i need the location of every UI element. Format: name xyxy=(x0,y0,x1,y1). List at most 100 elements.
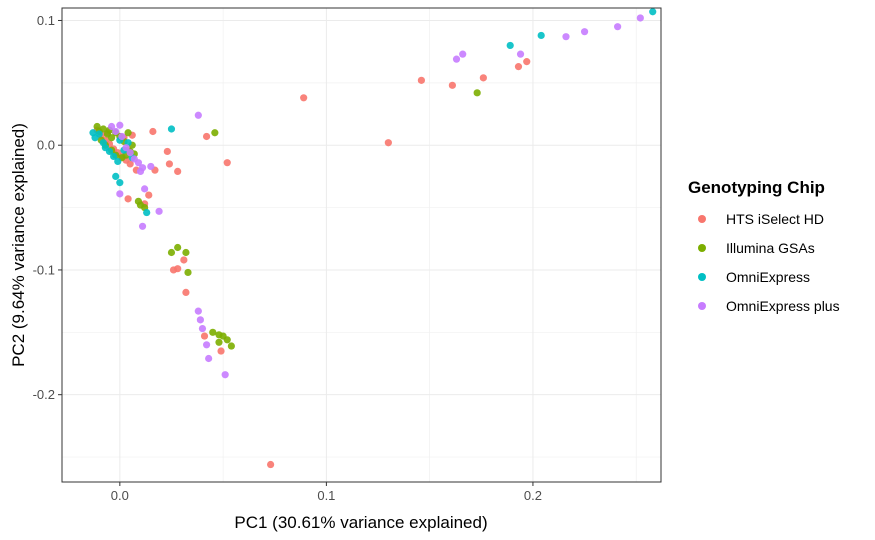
data-point xyxy=(514,63,523,71)
data-point xyxy=(116,190,124,198)
legend-label: OmniExpress plus xyxy=(726,298,840,314)
data-point xyxy=(107,134,116,142)
data-point xyxy=(227,342,235,350)
legend-label: OmniExpress xyxy=(726,269,810,285)
plot-panel xyxy=(62,8,661,482)
data-point xyxy=(215,338,223,346)
data-point xyxy=(124,129,132,137)
data-point xyxy=(180,256,188,264)
data-point xyxy=(196,316,204,324)
data-point xyxy=(174,167,182,176)
data-point xyxy=(116,179,124,187)
y-tick-label: 0.0 xyxy=(37,138,55,153)
data-point xyxy=(516,50,525,58)
data-point xyxy=(174,243,182,252)
x-axis-title: PC1 (30.61% variance explained) xyxy=(234,513,487,532)
legend-label: HTS iSelect HD xyxy=(726,211,824,227)
legend-title: Genotyping Chip xyxy=(688,178,825,197)
data-point xyxy=(143,208,151,217)
data-point xyxy=(267,460,275,469)
data-point xyxy=(479,74,487,82)
data-point xyxy=(167,248,176,257)
data-point xyxy=(126,149,134,157)
data-point xyxy=(136,201,145,209)
data-point xyxy=(562,33,570,41)
data-point xyxy=(221,371,229,379)
data-point xyxy=(194,307,202,315)
data-point xyxy=(636,14,644,22)
y-axis: 0.1 0.0 -0.1 -0.2 xyxy=(33,13,62,402)
data-point xyxy=(134,159,143,167)
data-point xyxy=(506,41,514,50)
data-point xyxy=(473,89,481,97)
series-omniexpress-plus xyxy=(107,14,644,379)
legend-label: Illumina GSAs xyxy=(726,240,815,256)
data-point xyxy=(149,127,157,136)
data-point xyxy=(105,147,114,156)
data-point xyxy=(523,58,531,66)
data-point xyxy=(205,354,213,363)
legend-key xyxy=(698,244,706,252)
data-point xyxy=(124,195,132,203)
data-point xyxy=(118,132,126,141)
x-tick-label: 0.0 xyxy=(111,488,129,503)
data-point xyxy=(147,162,155,171)
data-point xyxy=(184,268,192,277)
data-point xyxy=(448,81,456,89)
data-point xyxy=(223,336,231,344)
data-point xyxy=(141,185,149,193)
data-point xyxy=(202,341,211,349)
data-point xyxy=(167,125,176,133)
data-point xyxy=(200,332,209,340)
data-point xyxy=(155,207,163,215)
x-tick-label: 0.2 xyxy=(524,488,542,503)
data-point xyxy=(138,222,147,230)
series-omniexpress xyxy=(89,8,657,217)
data-point xyxy=(223,159,231,167)
data-point xyxy=(459,50,467,58)
data-point xyxy=(112,127,120,136)
data-point xyxy=(95,130,103,138)
data-point xyxy=(182,288,190,296)
data-point xyxy=(165,160,174,168)
y-tick-label: -0.1 xyxy=(33,262,55,277)
data-point xyxy=(110,152,118,161)
data-point xyxy=(217,347,225,355)
data-point xyxy=(182,248,190,257)
data-point xyxy=(174,265,182,273)
data-point xyxy=(163,147,171,156)
data-point xyxy=(300,94,308,102)
data-points xyxy=(89,8,657,469)
data-point xyxy=(198,324,207,333)
data-point xyxy=(417,76,425,84)
data-point xyxy=(194,111,202,119)
data-point xyxy=(211,129,219,137)
data-point xyxy=(145,191,153,199)
grid-lines xyxy=(62,8,661,482)
data-point xyxy=(99,125,107,133)
data-point xyxy=(107,122,116,131)
y-axis-title: PC2 (9.64% variance explained) xyxy=(9,123,28,367)
legend: Genotyping Chip HTS iSelect HD Illumina G… xyxy=(688,178,840,314)
data-point xyxy=(114,157,122,166)
data-point xyxy=(138,164,147,172)
legend-key xyxy=(698,302,706,310)
data-point xyxy=(209,328,217,336)
plot-border xyxy=(61,7,662,483)
data-point xyxy=(580,28,589,36)
data-point xyxy=(122,144,130,152)
y-tick-label: 0.1 xyxy=(37,13,55,28)
data-point xyxy=(614,23,622,31)
x-axis: 0.0 0.1 0.2 xyxy=(111,482,542,503)
data-point xyxy=(126,160,134,168)
legend-key xyxy=(698,273,706,281)
data-point xyxy=(649,8,657,16)
data-point xyxy=(112,172,120,180)
legend-key xyxy=(698,215,706,223)
data-point xyxy=(384,139,392,147)
y-tick-label: -0.2 xyxy=(33,387,55,402)
data-point xyxy=(116,121,124,129)
data-point xyxy=(202,132,211,141)
data-point xyxy=(537,31,545,40)
